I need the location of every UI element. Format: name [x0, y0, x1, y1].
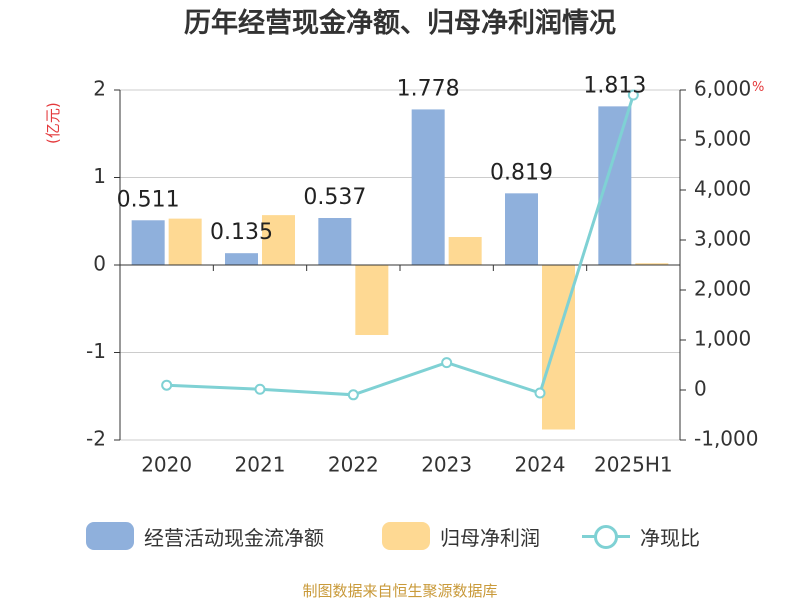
- bar-cash: [598, 106, 632, 265]
- bar-cash: [411, 109, 445, 265]
- bar-profit: [168, 218, 202, 265]
- ratio-point: [627, 89, 639, 101]
- left-tick-label: -1: [86, 339, 106, 363]
- x-tick-label: 2020: [141, 453, 192, 477]
- left-tick-label: 1: [93, 164, 106, 188]
- bar-profit: [262, 215, 295, 265]
- legend-item-profit[interactable]: 归母净利润: [382, 518, 540, 554]
- bar-profit: [542, 265, 575, 430]
- right-tick-label: 2,000: [694, 277, 751, 301]
- x-tick-label: 2023: [421, 453, 472, 477]
- ratio-point: [441, 357, 453, 369]
- bar-profit: [355, 265, 389, 335]
- x-tick-label: 2024: [515, 453, 566, 477]
- legend-item-cash[interactable]: 经营活动现金流净额: [86, 518, 324, 554]
- right-tick-label: 5,000: [694, 127, 751, 151]
- legend-label-profit: 归母净利润: [440, 525, 540, 550]
- data-label-cash: 0.819: [490, 160, 553, 185]
- legend-item-ratio[interactable]: 净现比: [582, 518, 700, 554]
- legend-label-ratio: 净现比: [640, 525, 700, 550]
- legend-label-cash: 经营活动现金流净额: [144, 525, 324, 550]
- x-tick-label: 2025H1: [594, 453, 673, 477]
- data-label-cash: 0.537: [303, 185, 366, 210]
- legend-swatch-cash: [86, 522, 134, 550]
- data-label-cash: 0.511: [117, 187, 180, 212]
- bar-cash: [318, 218, 352, 265]
- data-label-cash: 1.778: [397, 76, 460, 101]
- right-axis-unit: %: [752, 80, 765, 95]
- data-label-cash: 1.813: [583, 73, 646, 98]
- bar-cash: [505, 193, 538, 265]
- ratio-point: [161, 379, 173, 391]
- ratio-point: [254, 383, 266, 395]
- right-tick-label: 0: [694, 377, 707, 401]
- data-label-cash: 0.135: [210, 220, 273, 245]
- left-tick-label: 0: [93, 252, 106, 276]
- ratio-line: [166, 94, 635, 397]
- right-tick-label: 3,000: [694, 227, 751, 251]
- bar-profit: [448, 237, 482, 265]
- legend-swatch-profit: [382, 522, 430, 550]
- left-tick-label: 2: [93, 77, 106, 101]
- right-tick-label: 1,000: [694, 327, 751, 351]
- x-tick-label: 2021: [235, 453, 286, 477]
- left-tick-label: -2: [86, 427, 106, 451]
- legend: 经营活动现金流净额 归母净利润 净现比: [0, 518, 800, 554]
- chart-title: 历年经营现金净额、归母净利润情况: [184, 8, 616, 39]
- x-tick-label: 2022: [328, 453, 379, 477]
- bar-cash: [225, 253, 258, 265]
- right-tick-label: 4,000: [694, 177, 751, 201]
- ratio-point: [534, 387, 546, 399]
- right-tick-label: 6,000: [694, 77, 751, 101]
- bar-cash: [131, 220, 165, 265]
- source-note: 制图数据来自恒生聚源数据库: [302, 582, 498, 600]
- right-tick-label: -1,000: [694, 427, 758, 451]
- legend-line-ratio-icon: [582, 522, 630, 550]
- ratio-point: [347, 389, 359, 401]
- bar-profit: [635, 263, 669, 265]
